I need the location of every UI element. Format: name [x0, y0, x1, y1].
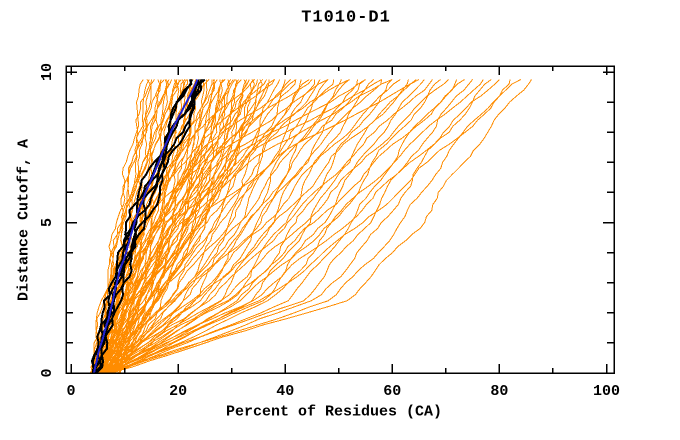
curve-prediction-models	[105, 79, 225, 373]
curve-prediction-models	[100, 79, 393, 373]
x-tick-label: 80	[490, 383, 508, 400]
curve-prediction-models	[102, 79, 465, 373]
curve-prediction-models	[107, 79, 511, 373]
curve-prediction-models	[94, 79, 275, 373]
curve-prediction-models	[101, 79, 420, 373]
curve-prediction-models	[110, 79, 458, 373]
curve-prediction-models	[97, 79, 382, 373]
curve-prediction-models	[101, 79, 350, 373]
curve-prediction-models	[110, 79, 256, 373]
x-axis-title: Percent of Residues (CA)	[225, 403, 443, 421]
curve-prediction-models	[103, 79, 383, 373]
curve-prediction-models	[107, 79, 358, 373]
series-highlighted-models	[90, 78, 206, 373]
y-tick-label: 5	[39, 218, 56, 227]
curve-prediction-models	[110, 79, 316, 373]
y-tick-label: 0	[39, 368, 56, 377]
curve-prediction-models	[108, 79, 441, 373]
curve-prediction-models	[99, 79, 198, 373]
curve-prediction-models	[108, 79, 236, 373]
x-tick-label: 40	[276, 383, 294, 400]
curve-prediction-models	[99, 79, 321, 373]
curve-highlighted-models	[92, 78, 206, 373]
curve-prediction-models	[105, 79, 401, 373]
x-tick-label: 20	[169, 383, 187, 400]
curve-prediction-models	[108, 79, 248, 373]
curve-prediction-models	[112, 79, 425, 373]
x-tick-label: 100	[593, 383, 620, 400]
curve-prediction-models	[109, 79, 532, 373]
curve-prediction-models	[113, 79, 329, 373]
curve-prediction-models	[104, 79, 522, 373]
curve-prediction-models	[108, 79, 473, 373]
curve-prediction-models	[90, 79, 144, 373]
curve-prediction-models	[109, 79, 374, 373]
curve-prediction-models	[113, 79, 234, 373]
x-tick-label: 0	[66, 383, 75, 400]
curve-highlighted-models	[92, 79, 202, 373]
y-tick-label: 10	[39, 63, 56, 81]
chart-title: T1010-D1	[301, 8, 391, 28]
curves-layer	[89, 78, 532, 373]
curve-prediction-models	[105, 79, 291, 373]
curve-prediction-models	[118, 79, 256, 373]
curve-highlighted-models	[93, 78, 204, 373]
curve-prediction-models	[103, 79, 216, 373]
curve-prediction-models	[97, 79, 433, 373]
curve-prediction-models	[101, 79, 500, 373]
series-prediction-models	[89, 79, 532, 373]
curve-highlighted-models	[90, 79, 200, 373]
axes-frame	[65, 65, 615, 374]
curve-prediction-models	[105, 79, 417, 373]
x-tick-label: 60	[383, 383, 401, 400]
curve-selected-model	[93, 79, 199, 373]
curve-prediction-models	[98, 79, 310, 373]
curve-prediction-models	[102, 79, 366, 373]
curve-prediction-models	[111, 79, 492, 373]
series-selected-model	[93, 79, 199, 373]
curve-prediction-models	[100, 79, 449, 373]
tick-labels: 0 20 40 60 80 100 0 5 10	[39, 63, 620, 400]
